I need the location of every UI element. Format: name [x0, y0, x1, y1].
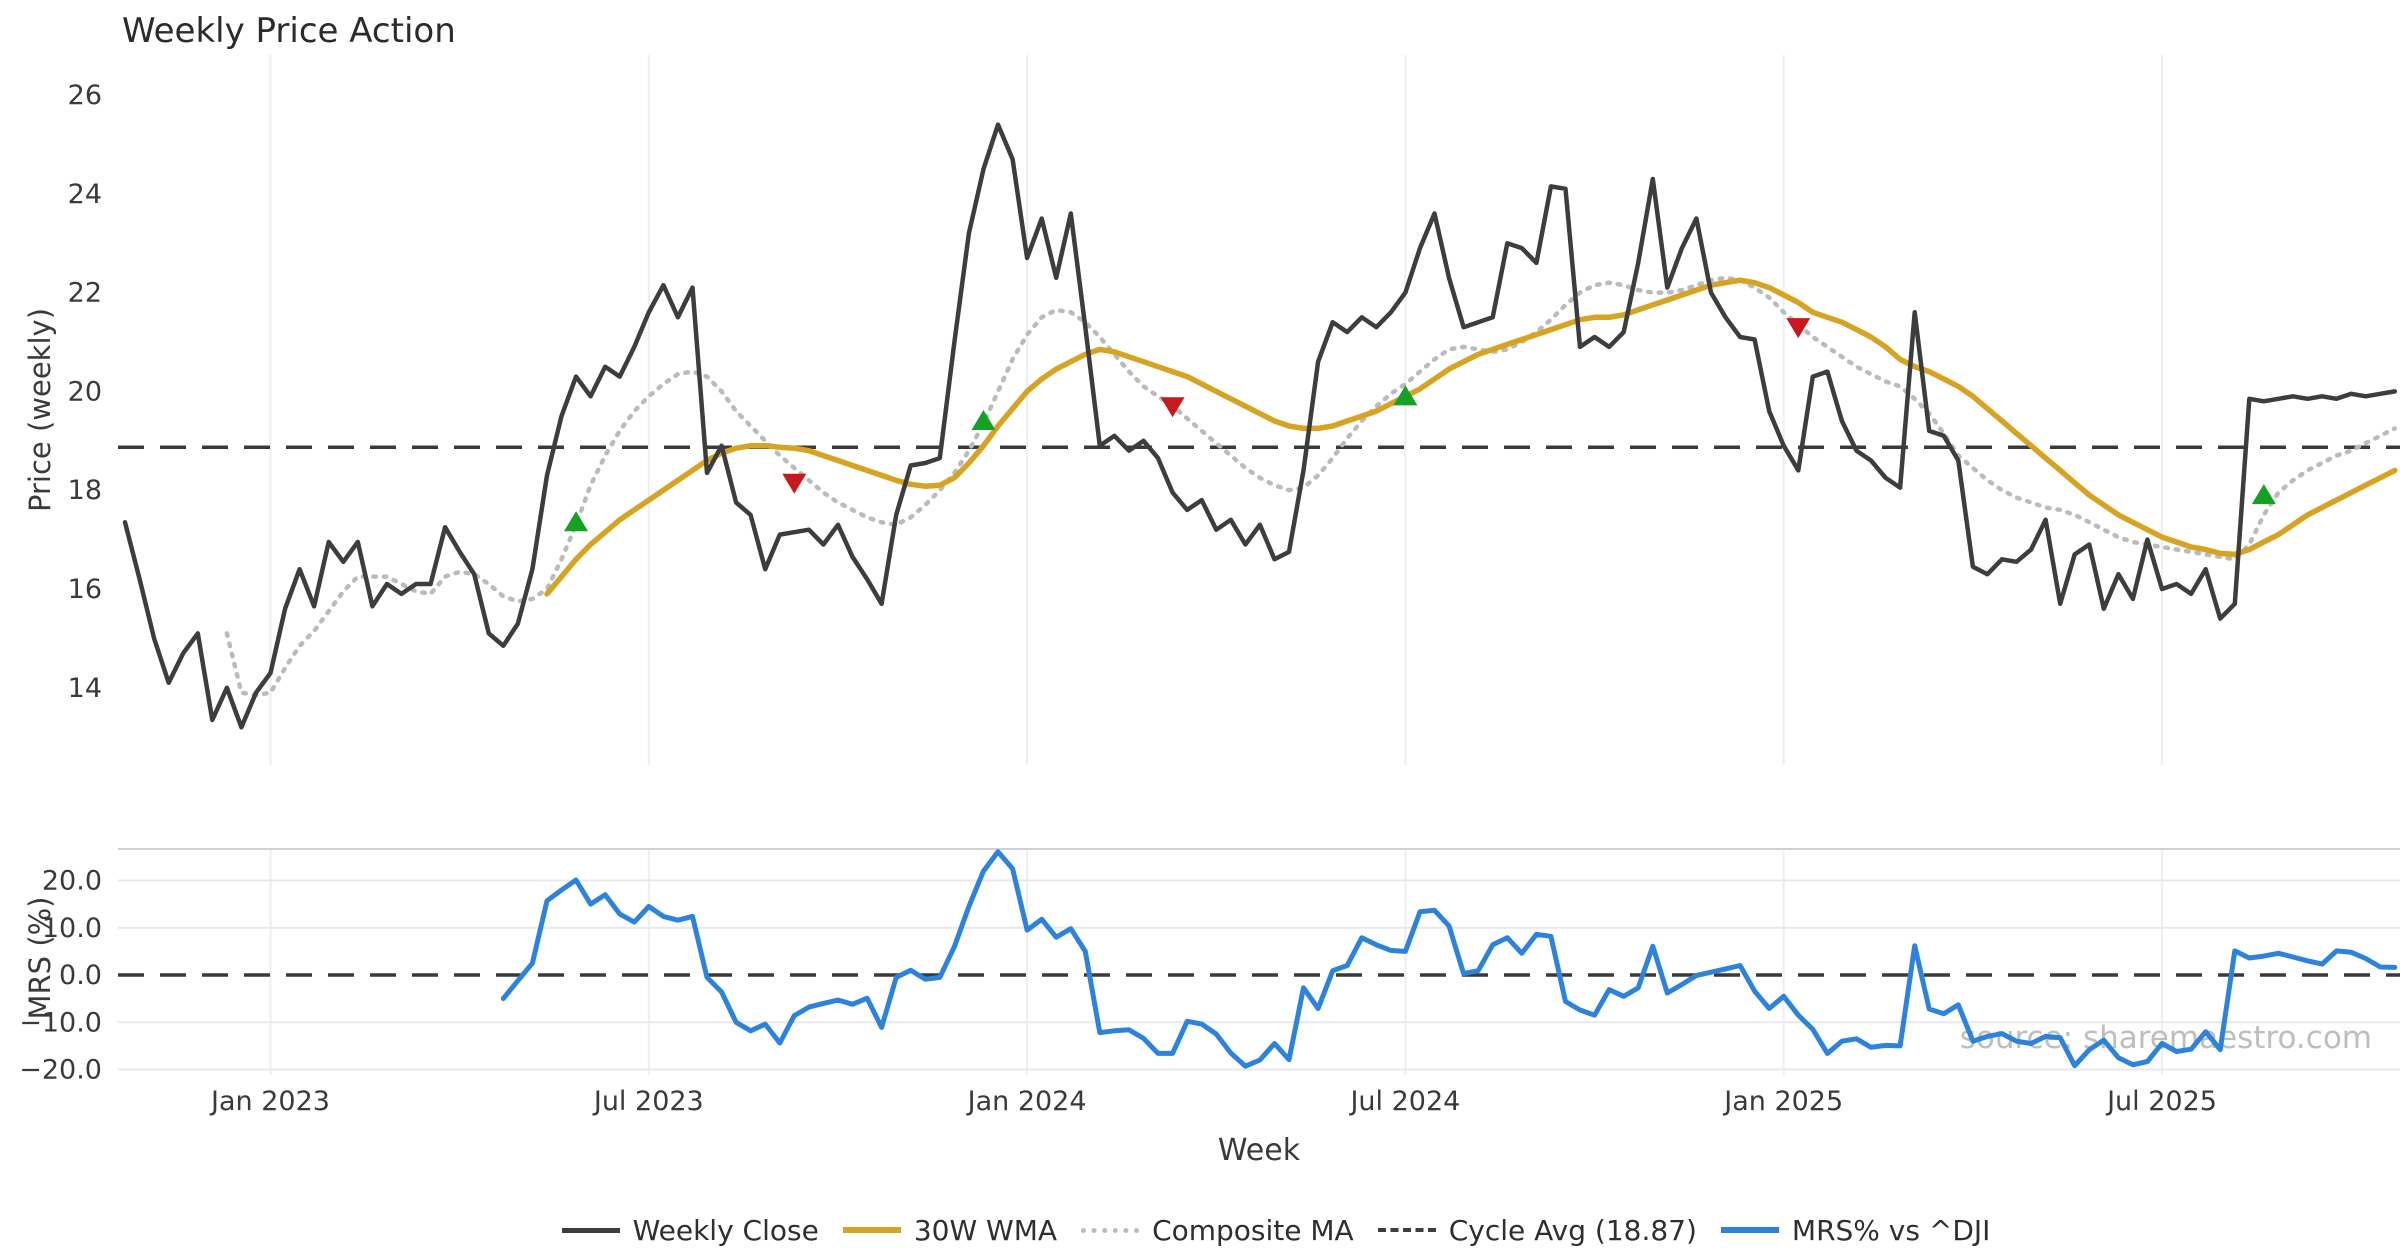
x-tick-label: Jul 2024 — [1348, 1086, 1460, 1117]
legend-item-cycle-avg-18-87-: Cycle Avg (18.87) — [1377, 1213, 1697, 1247]
price-tick-label: 20 — [68, 376, 102, 407]
legend-swatch-dashed — [1377, 1228, 1436, 1232]
weekly-close-line — [122, 122, 2398, 730]
legend-item-mrs-vs-dji: MRS% vs ^DJI — [1720, 1213, 1991, 1247]
price-tick-label: 18 — [68, 475, 102, 506]
price-axis-label: Price (weekly) — [23, 308, 57, 512]
mrs-axis-label: MRS (%) — [23, 897, 57, 1020]
legend-swatch-solid — [561, 1227, 620, 1233]
x-tick-label: Jan 2024 — [966, 1086, 1087, 1117]
mrs-tick-label: 0.0 — [59, 960, 102, 991]
legend-item-weekly-close: Weekly Close — [561, 1213, 819, 1247]
legend-swatch-solid — [1720, 1227, 1779, 1233]
mrs-tick-label: 20.0 — [42, 866, 102, 897]
wma-line — [544, 277, 2398, 597]
mrs-line — [500, 849, 2398, 1069]
buy-signal-marker — [1393, 385, 1418, 406]
legend-label: 30W WMA — [913, 1213, 1058, 1247]
mrs-tick-label: 10.0 — [42, 913, 102, 944]
mrs-tick-label: −20.0 — [19, 1055, 102, 1086]
legend: Weekly Close 30W WMA Composite MA Cycle Avg… — [152, 1210, 2400, 1250]
legend-swatch-dotted — [1081, 1227, 1140, 1233]
legend-label: Composite MA — [1152, 1213, 1354, 1247]
x-tick-label: Jul 2023 — [592, 1086, 704, 1117]
watermark: source: sharemaestro.com — [1960, 1020, 2372, 1056]
legend-label: Weekly Close — [632, 1213, 819, 1247]
x-tick-label: Jul 2025 — [2105, 1086, 2217, 1117]
buy-signal-marker — [971, 410, 996, 431]
price-tick-label: 16 — [68, 574, 102, 605]
mrs-tick-label: −10.0 — [19, 1007, 102, 1038]
x-tick-label: Jan 2025 — [1722, 1086, 1843, 1117]
buy-signal-marker — [2251, 484, 2276, 505]
x-tick-label: Jan 2023 — [209, 1086, 330, 1117]
buy-signal-marker — [564, 511, 589, 532]
price-tick-label: 14 — [68, 673, 102, 704]
sell-signal-marker — [1160, 397, 1185, 418]
sell-signal-marker — [782, 473, 807, 494]
price-tick-label: 24 — [68, 179, 102, 210]
legend-item-30w-wma: 30W WMA — [842, 1213, 1058, 1247]
legend-label: Cycle Avg (18.87) — [1448, 1213, 1697, 1247]
chart-title: Weekly Price Action — [122, 11, 456, 51]
legend-label: MRS% vs ^DJI — [1791, 1213, 1991, 1247]
composite-ma-line — [224, 275, 2398, 698]
x-axis-label: Week — [1218, 1133, 1301, 1168]
price-tick-label: 26 — [68, 80, 102, 111]
legend-swatch-solid — [842, 1227, 901, 1233]
price-tick-label: 22 — [68, 278, 102, 309]
sell-signal-marker — [1786, 318, 1811, 339]
legend-item-composite-ma: Composite MA — [1081, 1214, 1354, 1247]
